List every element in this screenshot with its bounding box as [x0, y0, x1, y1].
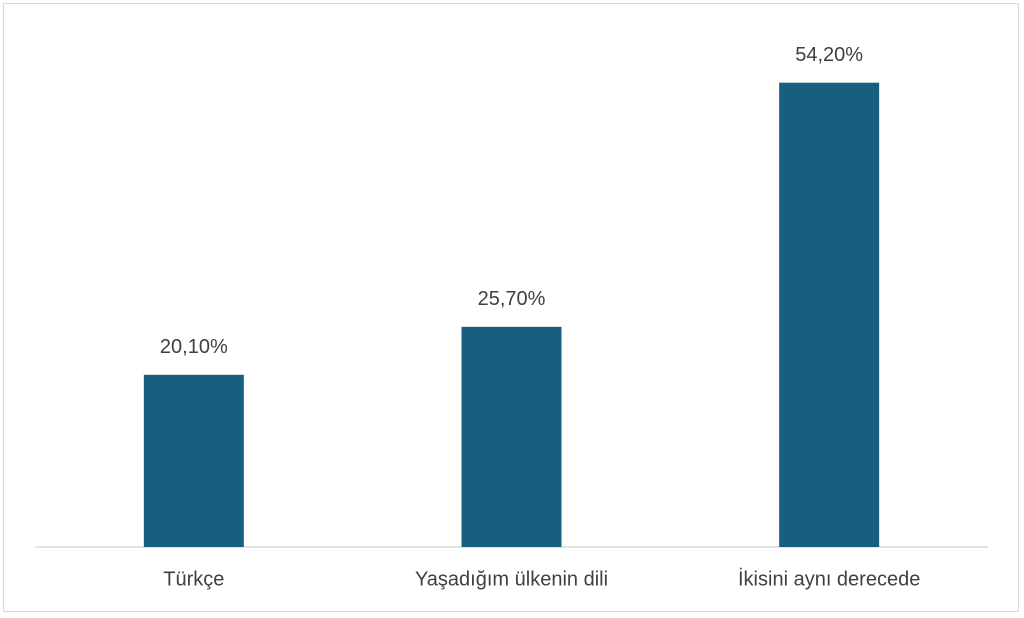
bar [461, 326, 562, 547]
data-label: 20,10% [160, 336, 228, 358]
bar [143, 374, 244, 547]
x-tick-label: İkisini aynı derecede [738, 567, 920, 590]
x-tick-label: Yaşadığım ülkenin dili [415, 568, 608, 590]
data-label: 54,20% [795, 44, 863, 66]
x-tick-label: Türkçe [163, 568, 224, 590]
data-label: 25,70% [478, 288, 546, 310]
bar [779, 82, 880, 547]
